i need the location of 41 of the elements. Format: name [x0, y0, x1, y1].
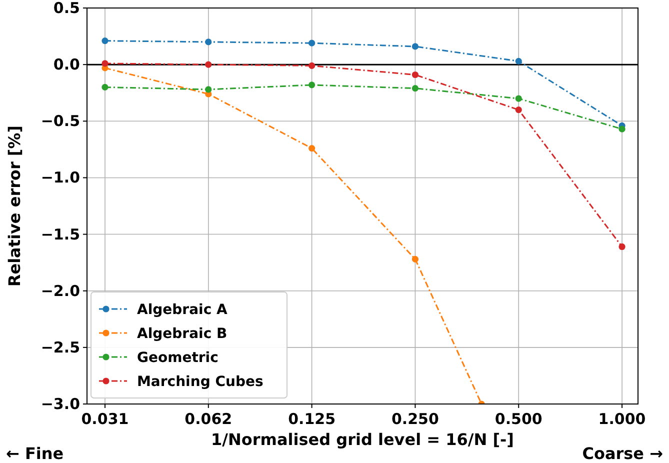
- x-tick-label: 0.062: [184, 410, 232, 428]
- legend-label: Geometric: [137, 350, 218, 366]
- point: [412, 43, 419, 50]
- point: [205, 38, 212, 46]
- y-tick-label: −0.5: [40, 112, 80, 130]
- legend-label: Algebraic B: [137, 326, 228, 342]
- y-tick-label: 0.0: [53, 56, 80, 74]
- y-axis-title: Relative error [%]: [5, 125, 24, 287]
- point: [412, 85, 419, 92]
- y-tick-label: −3.0: [40, 395, 80, 413]
- x-tick-label: 0.250: [391, 410, 439, 428]
- point: [102, 60, 108, 67]
- text: ← Fine: [6, 444, 64, 463]
- y-tick-label: −1.5: [40, 225, 80, 244]
- legend-label: Algebraic A: [137, 302, 228, 318]
- point: [205, 61, 212, 68]
- point: [308, 82, 316, 88]
- y-tick-label: 0.5: [53, 0, 80, 17]
- x-axis-title: 1/Normalised grid level = 16/N [-]: [211, 430, 514, 449]
- point: [308, 40, 316, 46]
- x-tick-label: 0.500: [494, 410, 542, 428]
- point: [618, 126, 626, 132]
- point: [515, 58, 522, 64]
- point: [618, 243, 626, 250]
- x-tick-label: 1.000: [598, 410, 646, 428]
- point: [102, 84, 108, 90]
- point: [308, 144, 316, 152]
- point: [412, 71, 419, 78]
- y-tick-label: −1.0: [40, 168, 80, 187]
- point: [205, 86, 212, 93]
- x-tick-label: 0.125: [288, 410, 336, 428]
- y-tick-label: −2.5: [40, 338, 80, 356]
- point: [308, 62, 316, 70]
- legend-label: Marching Cubes: [137, 374, 264, 390]
- point: [102, 38, 108, 44]
- point: [515, 106, 522, 114]
- point: [515, 95, 522, 102]
- point: [412, 256, 419, 262]
- text: Coarse →: [582, 444, 663, 463]
- x-tick-label: 0.031: [81, 410, 129, 428]
- y-tick-label: −2.0: [40, 282, 80, 300]
